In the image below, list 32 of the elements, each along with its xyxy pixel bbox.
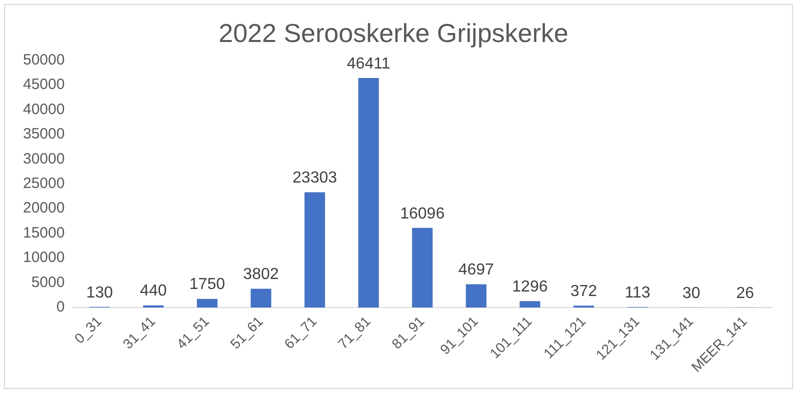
- bar: [304, 192, 326, 308]
- data-label: 16096: [400, 205, 445, 222]
- y-tick-label: 10000: [22, 249, 65, 266]
- bar: [520, 301, 540, 308]
- y-tick-label: 5000: [31, 274, 65, 291]
- bar: [250, 288, 272, 308]
- data-label: 1750: [189, 276, 226, 294]
- y-tick-label: 0: [56, 298, 65, 316]
- data-label: 113: [624, 284, 650, 302]
- data-label: 46411: [346, 55, 390, 72]
- chart-title: 2022 Serooskerke Grijpskerke: [218, 18, 568, 48]
- data-label: 3802: [243, 266, 279, 284]
- data-label: 440: [140, 282, 167, 300]
- data-label: 1296: [512, 278, 548, 296]
- data-label: 130: [86, 284, 114, 302]
- data-label: 23303: [292, 170, 338, 187]
- bar: [196, 298, 218, 308]
- y-tick-label: 50000: [22, 51, 65, 68]
- data-label: 372: [570, 283, 598, 300]
- y-tick-label: 15000: [22, 224, 65, 242]
- y-tick-label: 35000: [22, 126, 65, 143]
- bar: [358, 78, 379, 308]
- y-tick-label: 45000: [22, 76, 65, 94]
- bar: [412, 228, 433, 308]
- data-label: 30: [682, 284, 700, 302]
- y-tick-label: 40000: [22, 100, 65, 118]
- y-tick-label: 25000: [22, 174, 65, 192]
- data-label: 26: [736, 284, 754, 302]
- data-label: 4697: [458, 262, 494, 279]
- y-tick-label: 30000: [22, 150, 65, 168]
- y-tick-label: 20000: [22, 200, 65, 217]
- bar: [466, 284, 486, 308]
